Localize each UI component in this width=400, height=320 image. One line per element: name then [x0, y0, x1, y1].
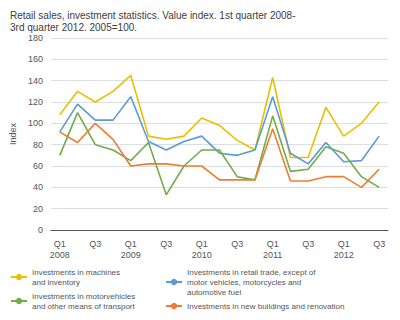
svg-text:Retail sales, investment stati: Retail sales, investment statistics. Val…: [10, 10, 296, 21]
svg-text:120: 120: [28, 97, 43, 107]
svg-text:2011: 2011: [263, 250, 282, 260]
svg-text:2010: 2010: [192, 250, 212, 260]
svg-text:80: 80: [33, 140, 43, 150]
svg-text:and other means of transport: and other means of transport: [32, 302, 136, 311]
svg-text:automotive fuel: automotive fuel: [187, 288, 241, 297]
svg-text:Q1: Q1: [54, 239, 66, 249]
svg-text:20: 20: [33, 204, 43, 214]
svg-text:40: 40: [33, 182, 43, 192]
svg-text:2008: 2008: [50, 250, 70, 260]
svg-text:Investments in machines: Investments in machines: [32, 268, 120, 277]
svg-text:Q3: Q3: [373, 239, 385, 249]
svg-text:Q1: Q1: [338, 239, 350, 249]
svg-text:Q1: Q1: [125, 239, 137, 249]
svg-text:140: 140: [28, 76, 43, 86]
svg-text:Investments in new buildings a: Investments in new buildings and renovat…: [187, 302, 344, 311]
svg-text:Index: Index: [8, 122, 18, 145]
svg-text:Q1: Q1: [196, 239, 208, 249]
svg-text:and inventory: and inventory: [32, 278, 80, 287]
svg-text:3rd quarter 2012. 2005=100.: 3rd quarter 2012. 2005=100.: [10, 22, 137, 33]
svg-text:160: 160: [28, 54, 43, 64]
svg-text:2009: 2009: [121, 250, 141, 260]
svg-text:Q3: Q3: [231, 239, 243, 249]
svg-text:60: 60: [33, 161, 43, 171]
svg-text:Q1: Q1: [267, 239, 279, 249]
svg-text:Q3: Q3: [302, 239, 314, 249]
svg-text:Investments in motorvehicles: Investments in motorvehicles: [32, 292, 135, 301]
svg-text:2012: 2012: [334, 250, 354, 260]
svg-text:180: 180: [28, 33, 43, 43]
svg-text:0: 0: [38, 225, 43, 235]
svg-text:Investments in retail trade, e: Investments in retail trade, except of: [187, 268, 316, 277]
svg-text:motor vehicles, motorcycles an: motor vehicles, motorcycles and: [187, 278, 301, 287]
svg-text:100: 100: [28, 118, 43, 128]
svg-text:Q3: Q3: [160, 239, 172, 249]
svg-text:Q3: Q3: [89, 239, 101, 249]
